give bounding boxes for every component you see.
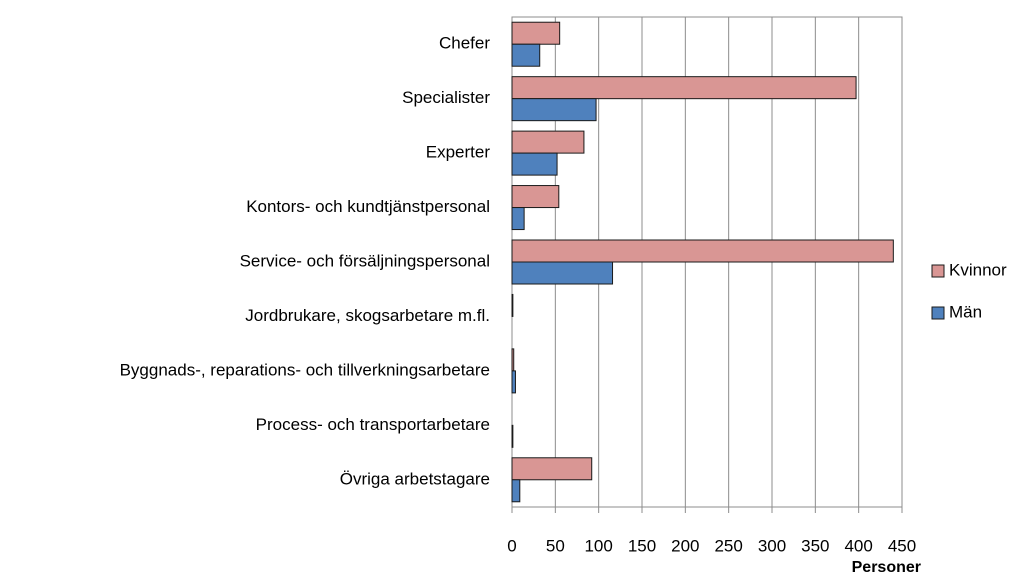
y-tick-label: Experter bbox=[426, 143, 491, 162]
y-tick-label: Övriga arbetstagare bbox=[340, 469, 490, 488]
bar bbox=[511, 424, 514, 448]
x-tick-label: 150 bbox=[628, 536, 656, 555]
bar bbox=[511, 43, 541, 67]
bar bbox=[511, 479, 521, 503]
x-tick-label: 100 bbox=[584, 536, 612, 555]
legend-label: Kvinnor bbox=[949, 260, 1007, 279]
x-axis-label: Personer bbox=[852, 559, 921, 576]
bar bbox=[511, 130, 585, 154]
y-tick-label: Jordbrukare, skogsarbetare m.fl. bbox=[245, 306, 490, 325]
bar bbox=[511, 348, 515, 372]
y-tick-label: Byggnads-, reparations- och tillverkning… bbox=[120, 360, 490, 379]
x-tick-label: 300 bbox=[758, 536, 786, 555]
x-tick-label: 250 bbox=[714, 536, 742, 555]
y-tick-label: Specialister bbox=[402, 88, 490, 107]
bar bbox=[511, 239, 894, 263]
bar bbox=[511, 152, 558, 176]
x-tick-label: 350 bbox=[801, 536, 829, 555]
bar bbox=[511, 98, 597, 122]
bar bbox=[511, 457, 593, 481]
bar bbox=[511, 370, 516, 394]
bar bbox=[511, 293, 514, 317]
bar bbox=[511, 207, 525, 231]
y-tick-label: Chefer bbox=[439, 34, 490, 53]
x-tick-label: 50 bbox=[546, 536, 565, 555]
bar bbox=[511, 261, 614, 285]
legend-label: Män bbox=[949, 302, 982, 321]
y-tick-label: Kontors- och kundtjänstpersonal bbox=[246, 197, 490, 216]
y-tick-label: Service- och försäljningspersonal bbox=[240, 251, 490, 270]
bar bbox=[511, 21, 561, 45]
x-tick-label: 0 bbox=[507, 536, 516, 555]
bar bbox=[511, 76, 857, 100]
x-tick-label: 400 bbox=[844, 536, 872, 555]
bar bbox=[511, 185, 560, 209]
x-tick-label: 200 bbox=[671, 536, 699, 555]
x-tick-label: 450 bbox=[888, 536, 916, 555]
legend-swatch bbox=[931, 306, 945, 320]
y-tick-label: Process- och transportarbetare bbox=[256, 415, 490, 434]
legend-swatch bbox=[931, 264, 945, 278]
